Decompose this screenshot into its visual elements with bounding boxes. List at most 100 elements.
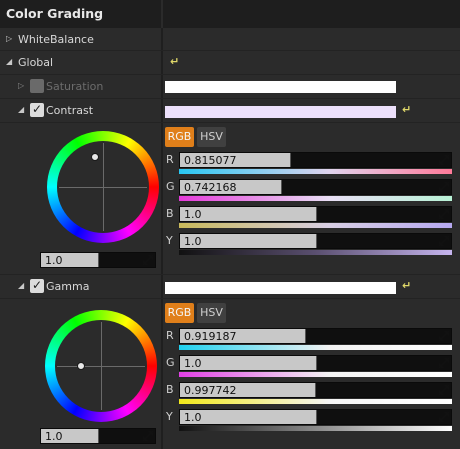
row-divider bbox=[0, 50, 460, 51]
tab-rgb[interactable]: RGB bbox=[165, 127, 194, 147]
channel-gradient bbox=[179, 426, 452, 431]
collapse-arrow-icon[interactable]: ◢ bbox=[6, 57, 13, 66]
saturation-checkbox[interactable] bbox=[30, 79, 44, 93]
channel-value: 0.919187 bbox=[184, 330, 237, 343]
contrast-color-wheel[interactable] bbox=[47, 131, 159, 243]
channel-value: 1.0 bbox=[184, 208, 202, 221]
gamma-checkbox[interactable]: ✓ bbox=[30, 278, 44, 293]
row-divider bbox=[0, 274, 460, 275]
value-fill bbox=[180, 153, 291, 167]
channel-gradient bbox=[179, 196, 452, 201]
value-fill bbox=[41, 429, 99, 443]
value-fill bbox=[41, 253, 99, 267]
channel-gradient bbox=[179, 169, 452, 174]
expand-arrows-icon[interactable] bbox=[143, 255, 153, 265]
row-divider bbox=[0, 98, 460, 99]
saturation-color-swatch[interactable] bbox=[165, 81, 396, 93]
white-balance-row[interactable]: ▷ WhiteBalance bbox=[0, 28, 161, 52]
reset-arrow-icon[interactable]: ↵ bbox=[170, 55, 180, 68]
channel-b-label: B bbox=[166, 207, 174, 220]
value-fill bbox=[180, 180, 282, 194]
global-row[interactable]: ◢ Global bbox=[0, 51, 161, 75]
category-title: Color Grading bbox=[6, 6, 104, 21]
contrast-g-field[interactable]: 0.742168 bbox=[179, 179, 452, 195]
contrast-b-field[interactable]: 1.0 bbox=[179, 206, 452, 222]
gamma-r-field[interactable]: 0.919187 bbox=[179, 328, 452, 344]
value-fill bbox=[180, 356, 317, 370]
expand-arrows-icon[interactable] bbox=[439, 385, 449, 395]
tab-rgb[interactable]: RGB bbox=[165, 303, 194, 323]
expand-arrows-icon[interactable] bbox=[439, 236, 449, 246]
gamma-y-field[interactable]: 1.0 bbox=[179, 409, 452, 425]
channel-r-label: R bbox=[166, 329, 174, 342]
channel-gradient bbox=[179, 250, 452, 255]
expand-arrow-icon[interactable]: ▷ bbox=[6, 34, 13, 43]
tab-hsv[interactable]: HSV bbox=[197, 303, 226, 323]
tab-hsv[interactable]: HSV bbox=[197, 127, 226, 147]
channel-value: 1.0 bbox=[184, 411, 202, 424]
gamma-wheel-value-field[interactable]: 1.0 bbox=[40, 428, 156, 444]
expand-arrows-icon[interactable] bbox=[439, 331, 449, 341]
value-fill bbox=[180, 234, 317, 248]
channel-r-label: R bbox=[166, 153, 174, 166]
column-divider[interactable] bbox=[161, 28, 163, 449]
channel-g-label: G bbox=[166, 180, 175, 193]
value-fill bbox=[180, 329, 306, 343]
contrast-r-field[interactable]: 0.815077 bbox=[179, 152, 452, 168]
checkmark-icon: ✓ bbox=[32, 278, 43, 292]
row-divider bbox=[0, 298, 460, 299]
wheel-value-text: 1.0 bbox=[45, 430, 63, 443]
collapse-arrow-icon[interactable]: ◢ bbox=[18, 105, 25, 114]
row-divider bbox=[0, 122, 460, 123]
channel-g-label: G bbox=[166, 356, 175, 369]
expand-arrows-icon[interactable] bbox=[439, 182, 449, 192]
crosshair-vertical bbox=[101, 322, 102, 410]
channel-gradient bbox=[179, 399, 452, 404]
channel-value: 0.997742 bbox=[184, 384, 237, 397]
contrast-checkbox[interactable]: ✓ bbox=[30, 102, 44, 117]
category-header[interactable]: Color Grading bbox=[0, 0, 460, 28]
reset-arrow-icon[interactable]: ↵ bbox=[402, 103, 412, 116]
gamma-b-field[interactable]: 0.997742 bbox=[179, 382, 452, 398]
value-fill bbox=[180, 207, 317, 221]
reset-arrow-icon[interactable]: ↵ bbox=[402, 279, 412, 292]
global-label: Global bbox=[18, 56, 54, 69]
row-divider bbox=[0, 74, 460, 75]
contrast-color-swatch[interactable] bbox=[165, 106, 396, 118]
saturation-row[interactable]: ▷ Saturation bbox=[0, 75, 161, 99]
wheel-picker-knob[interactable] bbox=[77, 362, 85, 370]
saturation-label: Saturation bbox=[46, 80, 104, 93]
expand-arrows-icon[interactable] bbox=[439, 209, 449, 219]
checkmark-icon: ✓ bbox=[32, 102, 43, 116]
contrast-row[interactable]: ◢ ✓ Contrast bbox=[0, 99, 161, 123]
expand-arrow-icon[interactable]: ▷ bbox=[18, 81, 25, 90]
contrast-wheel-value-field[interactable]: 1.0 bbox=[40, 252, 156, 268]
channel-gradient bbox=[179, 372, 452, 377]
value-fill bbox=[180, 383, 316, 397]
white-balance-label: WhiteBalance bbox=[18, 33, 94, 46]
header-divider bbox=[161, 0, 163, 28]
gamma-color-wheel[interactable] bbox=[45, 310, 157, 422]
channel-gradient bbox=[179, 345, 452, 350]
crosshair-vertical bbox=[103, 143, 104, 231]
value-fill bbox=[180, 410, 317, 424]
gamma-g-field[interactable]: 1.0 bbox=[179, 355, 452, 371]
channel-value: 0.815077 bbox=[184, 154, 237, 167]
expand-arrows-icon[interactable] bbox=[439, 412, 449, 422]
expand-arrows-icon[interactable] bbox=[439, 358, 449, 368]
channel-y-label: Y bbox=[166, 410, 173, 423]
channel-b-label: B bbox=[166, 383, 174, 396]
wheel-value-text: 1.0 bbox=[45, 254, 63, 267]
expand-arrows-icon[interactable] bbox=[439, 155, 449, 165]
contrast-y-field[interactable]: 1.0 bbox=[179, 233, 452, 249]
wheel-picker-knob[interactable] bbox=[91, 153, 99, 161]
gamma-label: Gamma bbox=[46, 280, 90, 293]
expand-arrows-icon[interactable] bbox=[143, 431, 153, 441]
channel-value: 1.0 bbox=[184, 357, 202, 370]
channel-gradient bbox=[179, 223, 452, 228]
channel-value: 1.0 bbox=[184, 235, 202, 248]
gamma-row[interactable]: ◢ ✓ Gamma bbox=[0, 275, 161, 299]
gamma-color-swatch[interactable] bbox=[165, 282, 396, 294]
collapse-arrow-icon[interactable]: ◢ bbox=[18, 281, 25, 290]
